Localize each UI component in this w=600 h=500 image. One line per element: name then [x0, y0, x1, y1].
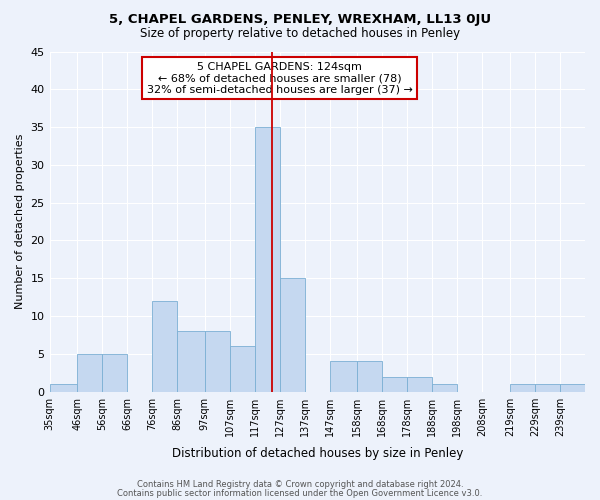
Bar	[230, 346, 255, 392]
Bar	[560, 384, 585, 392]
Bar	[77, 354, 102, 392]
Bar	[50, 384, 77, 392]
Bar	[102, 354, 127, 392]
Bar	[255, 127, 280, 392]
Bar	[177, 331, 205, 392]
Bar	[280, 278, 305, 392]
Text: 5 CHAPEL GARDENS: 124sqm
← 68% of detached houses are smaller (78)
32% of semi-d: 5 CHAPEL GARDENS: 124sqm ← 68% of detach…	[147, 62, 413, 95]
Text: Contains public sector information licensed under the Open Government Licence v3: Contains public sector information licen…	[118, 488, 482, 498]
Text: Contains HM Land Registry data © Crown copyright and database right 2024.: Contains HM Land Registry data © Crown c…	[137, 480, 463, 489]
Bar	[510, 384, 535, 392]
Text: Size of property relative to detached houses in Penley: Size of property relative to detached ho…	[140, 28, 460, 40]
Bar	[407, 376, 433, 392]
Bar	[330, 362, 358, 392]
Bar	[382, 376, 407, 392]
Bar	[152, 301, 177, 392]
Bar	[358, 362, 382, 392]
Bar	[433, 384, 457, 392]
Y-axis label: Number of detached properties: Number of detached properties	[15, 134, 25, 310]
X-axis label: Distribution of detached houses by size in Penley: Distribution of detached houses by size …	[172, 447, 463, 460]
Bar	[205, 331, 230, 392]
Text: 5, CHAPEL GARDENS, PENLEY, WREXHAM, LL13 0JU: 5, CHAPEL GARDENS, PENLEY, WREXHAM, LL13…	[109, 12, 491, 26]
Bar	[535, 384, 560, 392]
